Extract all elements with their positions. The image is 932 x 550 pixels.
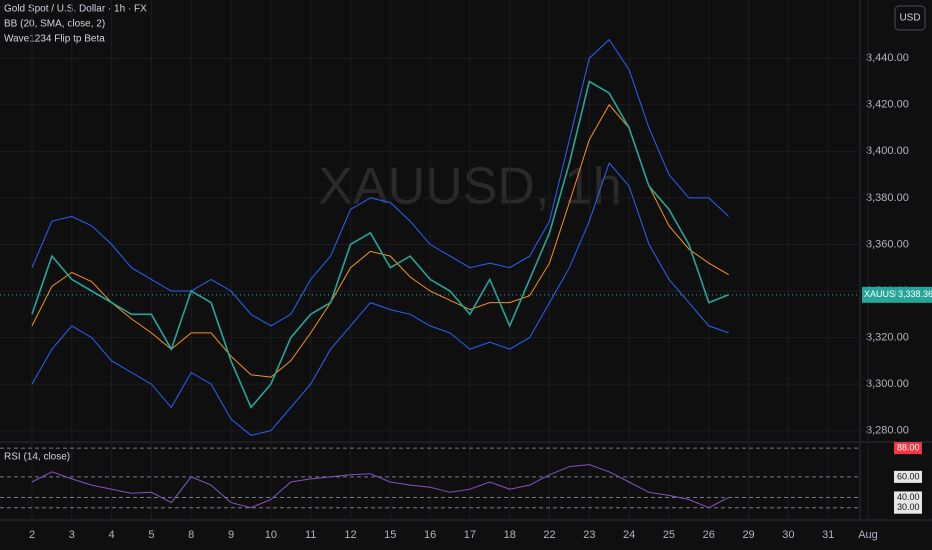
y-tick-label: 3,400.00 (866, 145, 909, 157)
x-tick-label: 9 (228, 529, 234, 541)
x-tick-label: 11 (305, 529, 316, 541)
x-tick-label: 23 (583, 529, 595, 541)
y-tick-label: 3,360.00 (866, 238, 909, 250)
y-tick-label: 3,440.00 (866, 52, 909, 64)
y-tick-label: 3,420.00 (866, 99, 909, 111)
indicator-label: BB (20, SMA, close, 2) (4, 19, 105, 30)
price-line (31, 162, 729, 436)
x-tick-label: 18 (504, 529, 516, 541)
rsi-tick-bg (894, 491, 922, 504)
y-tick-label: 3,380.00 (866, 192, 909, 204)
x-tick-label: Aug (858, 529, 878, 541)
symbol-label: XAUUSD (864, 289, 902, 299)
price-tag (896, 286, 932, 303)
x-tick-label: 15 (384, 529, 396, 541)
x-tick-label: 2 (29, 529, 35, 541)
rsi-line (31, 464, 729, 509)
y-tick-label: 3,320.00 (866, 331, 909, 343)
x-tick-label: 22 (543, 529, 555, 541)
y-tick-label: 88.00 (897, 442, 920, 452)
y-tick-label: 3,300.00 (866, 378, 909, 390)
y-tick-label: 40.00 (897, 492, 920, 502)
currency-button[interactable] (894, 5, 926, 31)
x-tick-label: 8 (188, 529, 194, 541)
price-label: 3,338.36 (898, 289, 932, 299)
x-tick-label: 24 (623, 529, 635, 541)
price-line (31, 103, 729, 378)
x-tick-label: 5 (148, 529, 154, 541)
price-line (31, 38, 730, 327)
x-tick-label: 10 (265, 529, 277, 541)
symbol-tag (862, 286, 896, 303)
x-tick-label: 31 (822, 529, 834, 541)
rsi-tick-bg (894, 470, 922, 483)
symbol-line: Gold Spot / U.S. Dollar · 1h · FX (4, 4, 147, 15)
price-line (31, 80, 729, 409)
y-tick-label: 60.00 (897, 471, 920, 481)
x-tick-label: 30 (782, 529, 794, 541)
rsi-tick-bg (894, 501, 922, 514)
x-tick-label: 3 (69, 529, 75, 541)
x-tick-label: 17 (464, 529, 476, 541)
x-tick-label: 4 (109, 529, 115, 541)
x-tick-label: 26 (703, 529, 715, 541)
rsi-title: RSI (14, close) (4, 452, 70, 463)
x-tick-label: 12 (344, 529, 356, 541)
x-tick-label: 29 (742, 529, 754, 541)
rsi-tick-bg (894, 442, 922, 455)
currency-label[interactable]: USD (899, 13, 920, 24)
x-tick-label: 16 (424, 529, 436, 541)
y-tick-label: 3,280.00 (866, 425, 909, 437)
y-tick-label: 30.00 (897, 502, 920, 512)
indicator-label: Wave1234 Flip tp Beta (4, 34, 105, 45)
x-tick-label: 25 (663, 529, 675, 541)
